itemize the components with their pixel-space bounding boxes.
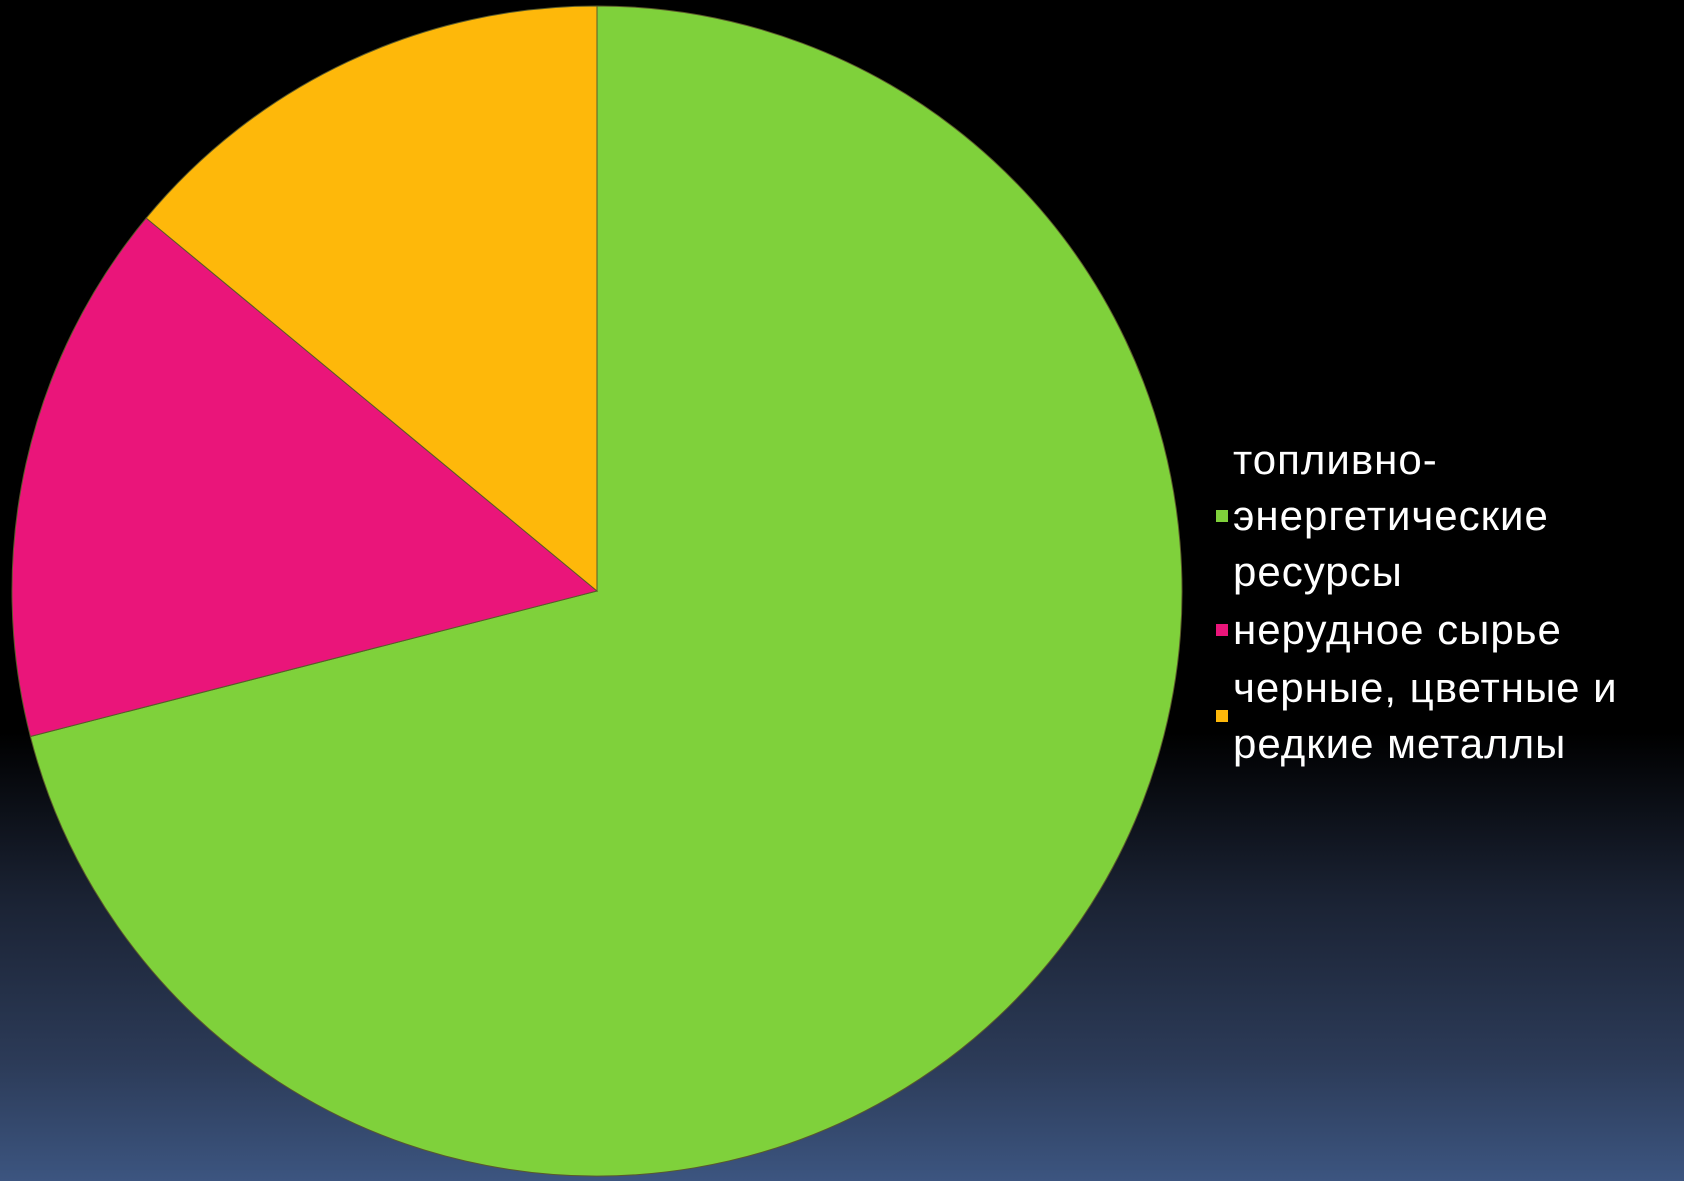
legend-label-nonmetallic: нерудное сырье — [1233, 606, 1562, 653]
legend-swatch-nonmetallic — [1216, 624, 1228, 636]
pie-slice-fuel-energy — [29, 5, 1183, 1177]
legend-item-fuel-energy: топливно-энергетические ресурсы — [1216, 432, 1676, 600]
pie-slice-metals — [145, 5, 598, 593]
pie-slice-nonmetallic — [11, 217, 599, 738]
legend-swatch-metals — [1216, 710, 1228, 722]
legend-label-metals: черные, цветные и редкие металлы — [1233, 664, 1618, 767]
legend-item-metals: черные, цветные и редкие металлы — [1216, 660, 1676, 772]
chart-legend: топливно-энергетические ресурсы нерудное … — [1216, 432, 1676, 774]
legend-item-nonmetallic: нерудное сырье — [1216, 602, 1676, 658]
legend-label-fuel-energy: топливно-энергетические ресурсы — [1233, 436, 1549, 595]
legend-swatch-fuel-energy — [1216, 510, 1228, 522]
